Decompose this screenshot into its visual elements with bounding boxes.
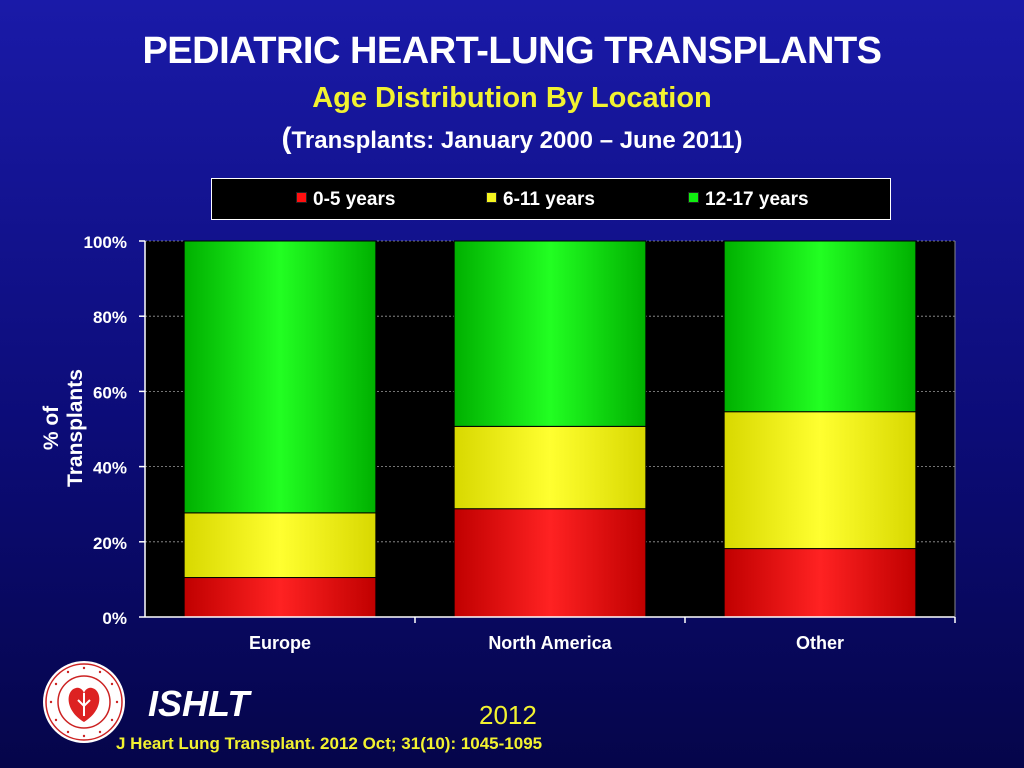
bar-segment-1-0 — [453, 508, 647, 618]
x-tick-label: Other — [796, 633, 844, 653]
x-tick-label: Europe — [249, 633, 311, 653]
bar-segment-1-2 — [453, 240, 647, 427]
bar-segment-2-0 — [723, 548, 917, 618]
report-year: 2012 — [479, 700, 537, 730]
legend-swatch-6-11 — [486, 192, 497, 203]
bar-segment-2-1 — [723, 411, 917, 550]
logo-ring-border — [45, 663, 123, 741]
bar-segment-2-2 — [723, 240, 917, 413]
legend-item-0-5: 0-5 years — [296, 189, 395, 211]
y-tick-label: 60% — [93, 383, 127, 402]
legend-label-0-5: 0-5 years — [313, 189, 396, 210]
bar-segment-0-1 — [183, 512, 377, 579]
bar-segment-0-2 — [183, 240, 377, 514]
period-open-paren: ( — [281, 122, 292, 155]
bar-segment-1-1 — [453, 425, 647, 510]
chart-title: PEDIATRIC HEART-LUNG TRANSPLANTS — [142, 30, 882, 72]
y-tick-label: 80% — [93, 308, 127, 327]
y-axis-label: % of Transplants — [40, 369, 87, 487]
y-tick-label: 0% — [102, 609, 127, 628]
chart-legend: 0-5 years 6-11 years 12-17 years — [211, 178, 891, 220]
chart-period: (Transplants: January 2000 – June 2011) — [0, 122, 1024, 156]
x-tick-label: North America — [488, 633, 612, 653]
logo-ring-text-marks — [49, 666, 119, 738]
chart-subtitle: Age Distribution By Location — [312, 82, 712, 114]
legend-label-6-11: 6-11 years — [503, 189, 595, 210]
ishlt-logo — [43, 661, 125, 743]
legend-item-6-11: 6-11 years — [486, 189, 595, 211]
period-text: Transplants: January 2000 – June 2011) — [291, 127, 743, 154]
legend-label-12-17: 12-17 years — [705, 189, 809, 210]
org-name: ISHLT — [148, 683, 250, 724]
legend-swatch-0-5 — [296, 192, 307, 203]
citation: J Heart Lung Transplant. 2012 Oct; 31(10… — [116, 734, 543, 753]
y-tick-label: 40% — [93, 459, 127, 478]
lung-branch-icon — [77, 693, 91, 716]
bar-segment-0-0 — [183, 577, 377, 618]
y-tick-label: 100% — [84, 233, 127, 252]
y-tick-label: 20% — [93, 534, 127, 553]
legend-swatch-12-17 — [688, 192, 699, 203]
legend-item-12-17: 12-17 years — [688, 189, 809, 211]
